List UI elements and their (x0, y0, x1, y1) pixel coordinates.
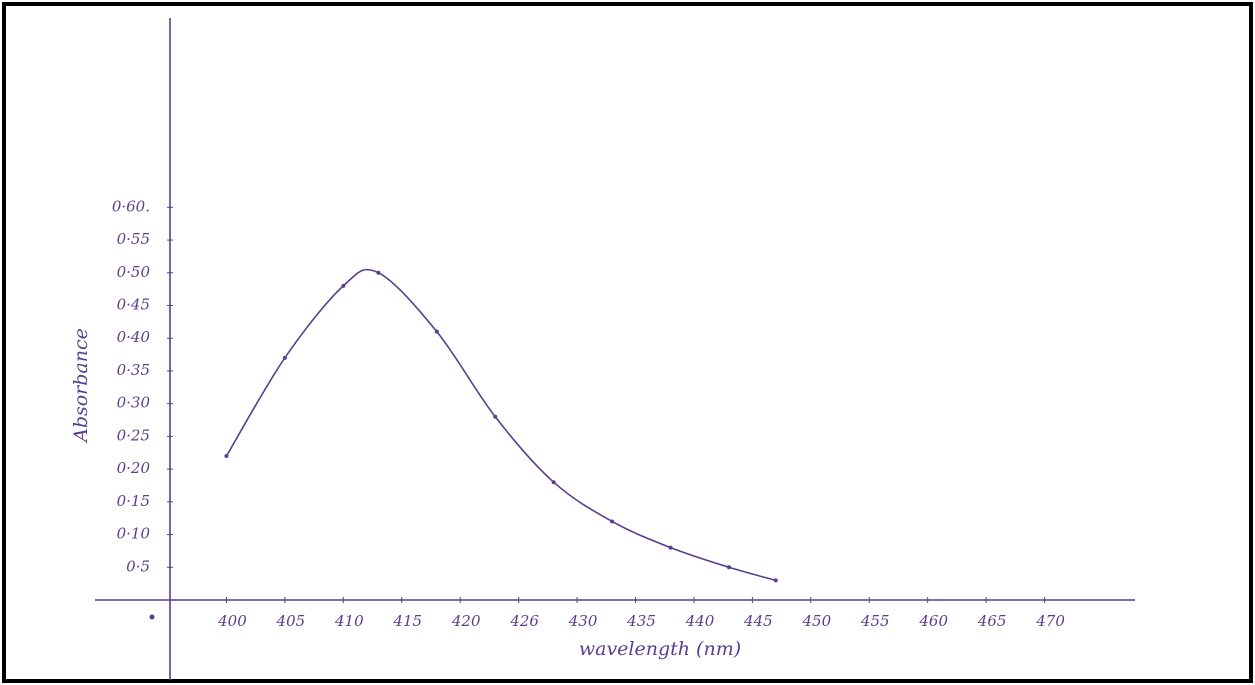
y-tick-label: 0·30 (117, 394, 151, 412)
x-tick-label: 465 (977, 612, 1007, 630)
y-tick-label: 0·35 (117, 361, 150, 379)
x-tick-label: 415 (392, 612, 422, 630)
origin-dot (149, 614, 155, 620)
data-point (773, 578, 778, 583)
y-tick-label: 0·25 (117, 426, 150, 444)
y-axis-label: Absorbance (70, 328, 92, 444)
x-tick-label: 445 (743, 612, 773, 630)
data-point (282, 355, 287, 360)
x-axis-label: wavelength (nm) (579, 638, 741, 660)
x-tick-label: 400 (217, 612, 247, 630)
y-tick-label: 0·5 (126, 557, 150, 575)
data-point (551, 480, 556, 485)
x-tick-label: 450 (801, 612, 831, 630)
y-tick-label: 0·55 (117, 230, 150, 248)
x-tick-label: 440 (685, 612, 715, 630)
data-point (341, 283, 346, 288)
x-tick-label: 470 (1035, 612, 1065, 630)
data-point (610, 519, 615, 524)
y-tick-label: 0·60. (112, 197, 150, 215)
y-tick-label: 0·45 (117, 296, 150, 314)
y-tick-label: 0·15 (117, 492, 150, 510)
data-point (668, 545, 673, 550)
data-point (224, 454, 229, 459)
curve (225, 268, 776, 582)
data-point (434, 329, 439, 334)
x-tick-label: 435 (626, 612, 656, 630)
data-point (376, 270, 381, 275)
data-point (727, 565, 731, 570)
x-tick-label: 410 (334, 612, 364, 630)
x-tick-label: 426 (509, 612, 539, 630)
x-tick-label: 455 (860, 612, 890, 630)
x-tick-label: 430 (568, 612, 598, 630)
x-tick-label: 405 (276, 612, 306, 630)
y-tick-label: 0·10 (117, 525, 151, 543)
x-tick-label: 420 (451, 612, 481, 630)
data-point (493, 414, 498, 419)
y-tick-label: 0·40 (117, 328, 151, 346)
x-tick-label: 460 (918, 612, 948, 630)
y-tick-label: 0·20 (117, 459, 151, 477)
y-tick-label: 0·50 (117, 263, 151, 281)
